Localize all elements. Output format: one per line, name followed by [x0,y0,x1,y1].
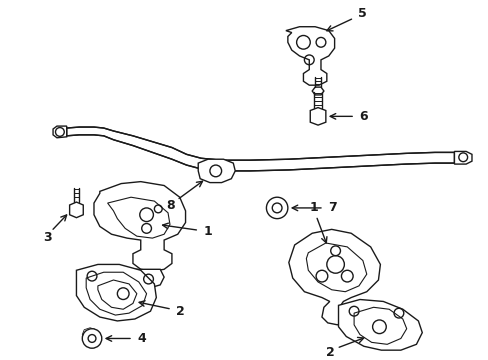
Polygon shape [338,300,422,350]
Text: 7: 7 [327,202,336,215]
Text: 3: 3 [43,231,51,244]
Circle shape [82,329,102,348]
Polygon shape [198,159,235,183]
Polygon shape [453,152,471,164]
Text: 8: 8 [166,199,175,212]
Polygon shape [69,202,83,218]
Text: 2: 2 [176,305,184,318]
Polygon shape [129,269,164,289]
Polygon shape [66,127,453,171]
Text: 4: 4 [137,332,146,345]
Text: 5: 5 [357,6,366,19]
Polygon shape [107,197,170,238]
Polygon shape [311,87,323,95]
Polygon shape [94,182,185,271]
Polygon shape [98,280,137,309]
Text: 2: 2 [325,346,334,359]
Polygon shape [86,272,146,315]
Polygon shape [353,307,406,344]
Polygon shape [288,229,380,325]
Circle shape [266,197,287,219]
Polygon shape [306,243,366,292]
Text: 1: 1 [309,202,318,215]
Polygon shape [309,108,325,125]
Text: 6: 6 [359,110,367,123]
Polygon shape [76,265,156,321]
Polygon shape [285,27,334,85]
Polygon shape [53,126,66,138]
Text: 1: 1 [203,225,212,238]
